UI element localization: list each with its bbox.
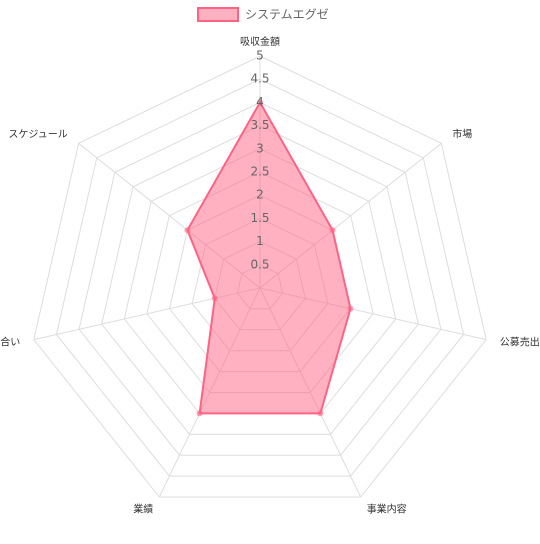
point [317,410,324,417]
axis-label: スケジュール [8,129,67,141]
tick-label: 4.5 [250,72,269,86]
tick-label: 2.5 [250,165,269,179]
tick-label: 2 [256,188,264,202]
area [186,100,352,415]
point [347,305,354,312]
grid-line [33,55,487,498]
point [184,227,191,234]
tick-label: 1.5 [250,211,269,225]
axis-label: 事業内容 [367,503,407,516]
axis-label: 地合い [0,336,20,349]
axis-label: 公募売出比 [500,336,540,349]
axis-label: 市場 [452,128,472,141]
axis-label: 業績 [133,503,153,516]
tick-label: 3.5 [250,118,269,132]
point [257,99,263,106]
point [211,295,218,302]
tick-label: 5 [256,49,264,63]
axis-label: 吸収金額 [240,35,280,48]
grid-line [55,78,465,477]
tick-label: 0.5 [250,257,269,271]
grid-line [78,101,442,456]
legend-swatch [197,7,239,22]
tick-label: 4 [256,95,264,109]
tick-label: 1 [256,234,264,248]
point [196,410,203,417]
point [329,227,336,234]
grid-line [101,125,419,435]
legend-label: システムエグゼ [245,8,329,22]
tick-label: 3 [256,141,264,155]
